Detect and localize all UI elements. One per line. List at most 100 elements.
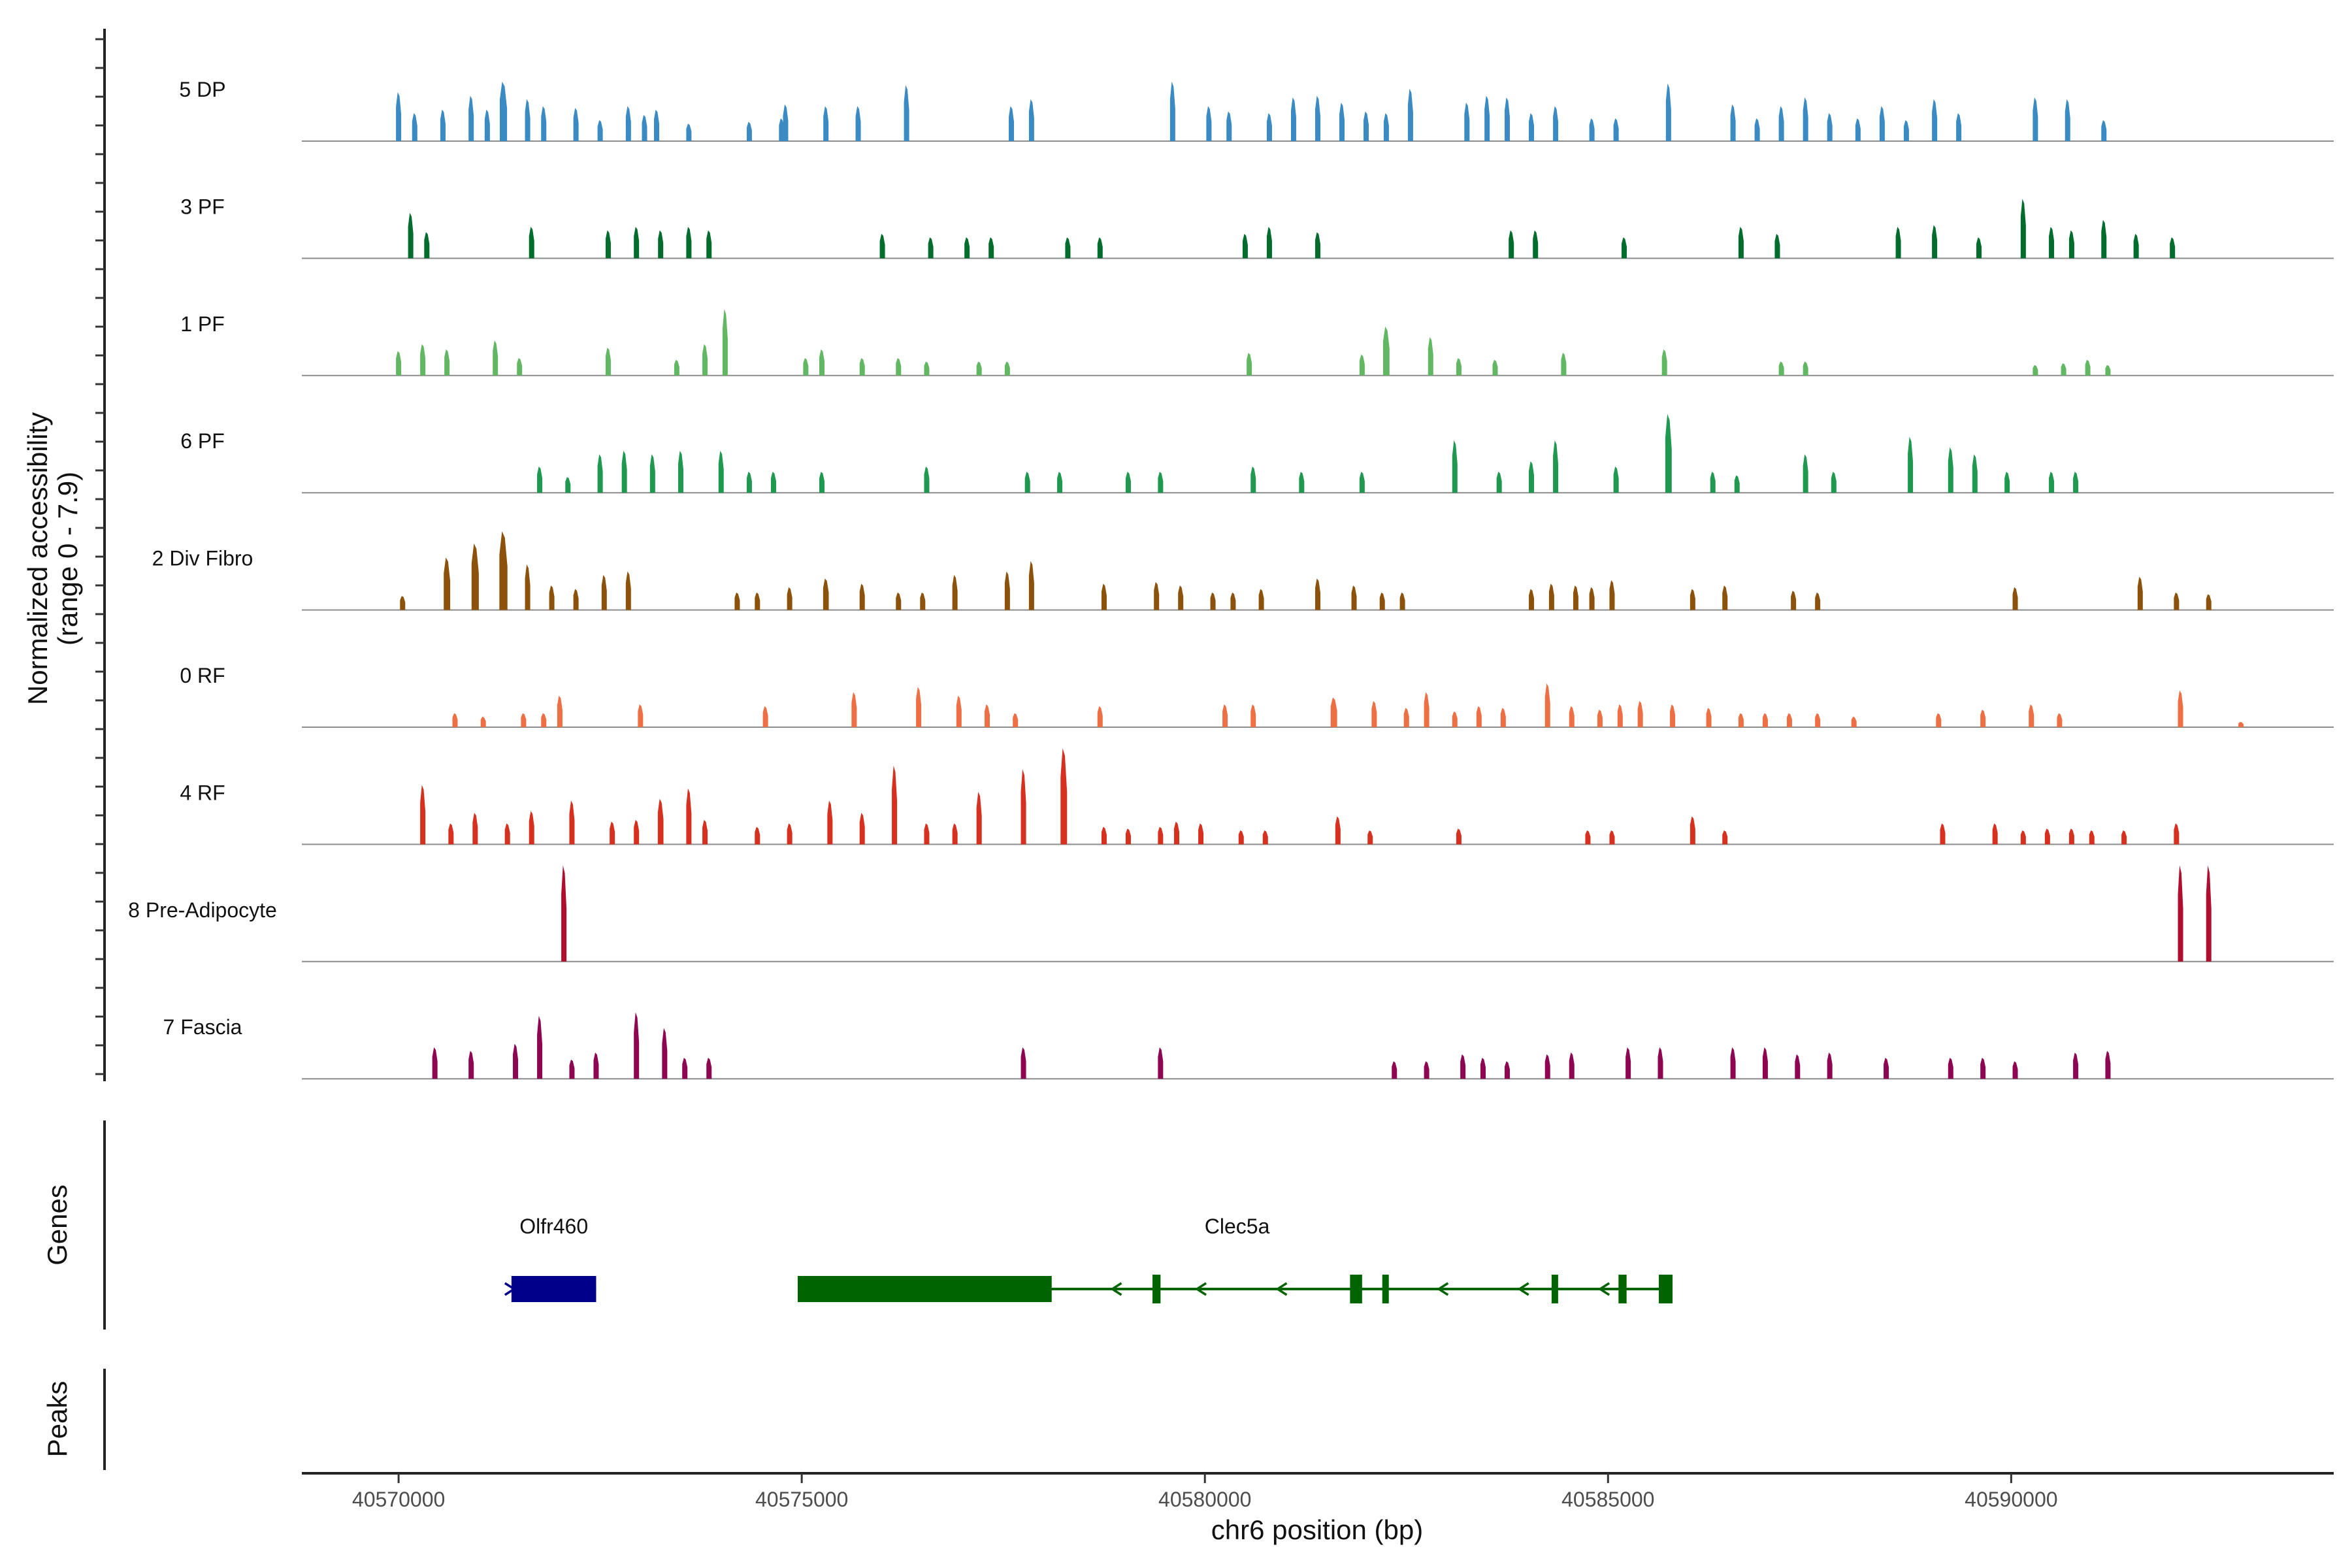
accessibility-peak (396, 92, 402, 141)
accessibility-peak (1403, 708, 1409, 727)
accessibility-peak (1548, 583, 1554, 610)
accessibility-peak (1359, 472, 1365, 493)
accessibility-peak (593, 1053, 599, 1079)
accessibility-peak (657, 798, 664, 845)
accessibility-peak (2178, 690, 2183, 727)
accessibility-peak (1315, 578, 1320, 610)
accessibility-peak (1242, 233, 1248, 259)
accessibility-peak (746, 472, 752, 493)
accessibility-peak (2012, 587, 2018, 610)
accessibility-peak (1024, 472, 1030, 493)
track-label: 0 RF (180, 664, 225, 687)
accessibility-peak (1266, 227, 1272, 259)
accessibility-peak (1529, 113, 1535, 141)
accessibility-peak (1359, 354, 1365, 376)
gene-models: Olfr460 Clec5a (504, 1215, 1673, 1303)
accessibility-peak (678, 450, 684, 493)
accessibility-peak (1976, 237, 1982, 259)
accessibility-peak (1980, 710, 1986, 727)
accessibility-peak (1315, 232, 1320, 259)
accessibility-peak (448, 823, 454, 845)
accessibility-peak (549, 585, 555, 610)
accessibility-peak (1392, 1061, 1397, 1079)
peaks-panel-label: Peaks (42, 1381, 73, 1458)
accessibility-peak (1460, 1054, 1466, 1079)
accessibility-peak (1573, 585, 1578, 610)
accessibility-peak (605, 230, 611, 259)
accessibility-peak (1661, 349, 1667, 376)
accessibility-peak (1158, 1047, 1164, 1079)
accessibility-peak (1335, 816, 1341, 845)
accessibility-peak (1585, 830, 1591, 845)
accessibility-peak (1125, 472, 1131, 493)
accessibility-peak (1250, 466, 1256, 493)
genes-panel: Genes Olfr460 Clec5a (42, 1120, 1673, 1330)
accessibility-peak (1621, 237, 1627, 259)
accessibility-peak (928, 237, 934, 259)
x-tick-label: 40580000 (1158, 1488, 1251, 1511)
strand-arrow (1194, 1282, 1207, 1296)
track-1-pf: 1 PF (180, 309, 2334, 376)
accessibility-peak (1569, 1053, 1575, 1079)
x-tick-label: 40575000 (755, 1488, 848, 1511)
strand-arrow (1110, 1282, 1122, 1296)
accessibility-peak (2068, 828, 2074, 845)
accessibility-peak (1101, 826, 1107, 845)
accessibility-peak (779, 118, 785, 141)
accessibility-peak (471, 543, 479, 610)
accessibility-peak (625, 106, 631, 141)
accessibility-peak (1690, 816, 1695, 845)
accessibility-peak (396, 351, 402, 376)
accessibility-peak (1379, 592, 1385, 610)
accessibility-peak (924, 823, 930, 845)
y-axis-title-line2: (range 0 - 7.9) (52, 472, 83, 645)
accessibility-peak (2029, 704, 2034, 727)
accessibility-peak (1399, 592, 1405, 610)
accessibility-peak (1617, 704, 1623, 727)
accessibility-peak (1169, 81, 1175, 141)
track-label: 7 Fascia (163, 1015, 242, 1039)
accessibility-peak (1097, 706, 1103, 727)
accessibility-peak (859, 813, 865, 845)
accessibility-peak (2049, 472, 2055, 493)
track-label: 1 PF (180, 312, 225, 336)
accessibility-peak (755, 826, 760, 845)
accessibility-peak (1936, 713, 1942, 727)
accessibility-peak (1290, 97, 1296, 141)
accessibility-peak (1553, 440, 1559, 493)
accessibility-peak (1738, 227, 1744, 259)
accessibility-peak (420, 344, 426, 376)
accessibility-peak (1972, 454, 1978, 493)
accessibility-peak (1021, 1047, 1026, 1079)
accessibility-peak (1786, 713, 1792, 727)
track-8-pre-adipocyte: 8 Pre-Adipocyte (128, 865, 2334, 962)
accessibility-peak (823, 578, 829, 610)
accessibility-peak (1158, 472, 1164, 493)
accessibility-peak (823, 106, 829, 141)
accessibility-peak (1452, 711, 1458, 727)
accessibility-peak (1382, 326, 1390, 376)
accessibility-peak (493, 340, 498, 376)
accessibility-peak (569, 1059, 575, 1079)
accessibility-peak (521, 713, 527, 727)
accessibility-peak (1561, 352, 1567, 376)
accessibility-peak (783, 104, 789, 141)
accessibility-peak (468, 1051, 474, 1079)
gene-label: Clec5a (1205, 1215, 1270, 1238)
accessibility-peak (1815, 713, 1821, 727)
accessibility-peak (1613, 466, 1619, 493)
accessibility-peak (1351, 585, 1357, 610)
accessibility-peak (1774, 233, 1780, 259)
accessibility-peak (1258, 589, 1264, 610)
accessibility-peak (621, 450, 627, 493)
x-tick-label: 40585000 (1561, 1488, 1654, 1511)
accessibility-peak (892, 765, 898, 845)
accessibility-peak (2137, 576, 2143, 610)
track-label: 4 RF (180, 781, 225, 804)
accessibility-peak (1722, 585, 1728, 610)
accessibility-peak (557, 695, 563, 727)
accessibility-peak (702, 819, 708, 845)
accessibility-peak (597, 120, 603, 141)
accessibility-peak (1299, 472, 1305, 493)
accessibility-peak (1665, 83, 1671, 141)
